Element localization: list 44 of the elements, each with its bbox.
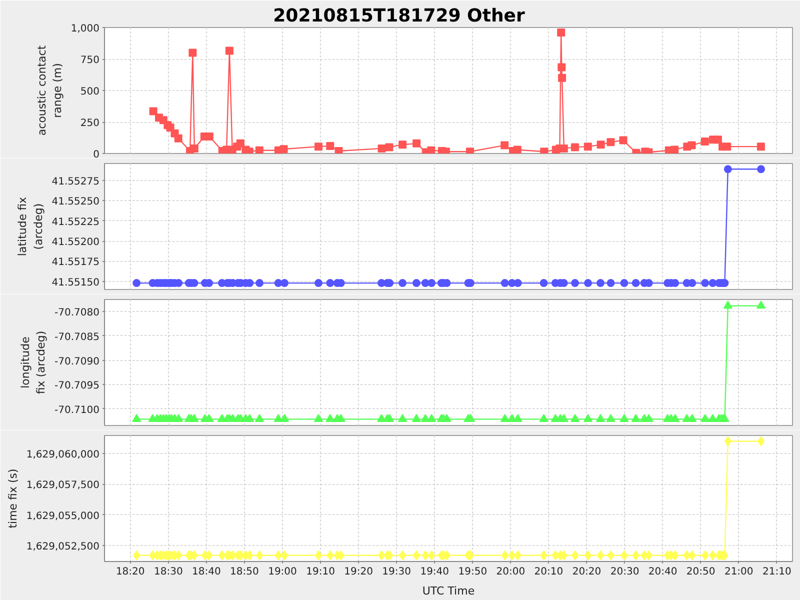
y-tick-label: 41.55150	[52, 277, 100, 288]
x-tick-label: 21:00	[724, 566, 754, 578]
x-tick-label: 19:10	[306, 566, 335, 578]
x-tick-label: 19:50	[458, 566, 488, 578]
y-tick-label: 500	[80, 86, 100, 98]
y-tick-label: 41.55275	[52, 176, 100, 188]
x-axis-title: UTC Time	[422, 584, 475, 598]
x-tick-label: 20:10	[534, 566, 564, 578]
y-axis-title: latitude fix (arcdeg)	[16, 196, 45, 256]
y-tick-label: -70.7095	[54, 380, 100, 392]
x-tick-label: 19:30	[382, 566, 412, 578]
y-tick-label: -70.7085	[54, 332, 100, 343]
y-tick-label: 1,000	[70, 24, 100, 34]
y-tick-label: -70.7080	[54, 308, 100, 319]
y-tick-label: 41.55225	[52, 216, 100, 228]
y-tick-label: 1,629,055,000	[26, 510, 100, 522]
x-tick-label: 21:10	[762, 566, 792, 578]
x-tick-label: 20:50	[686, 566, 716, 578]
x-tick-label: 18:50	[230, 566, 259, 578]
x-tick-label: 18:40	[192, 566, 221, 578]
x-tick-label: 19:40	[420, 566, 450, 578]
y-tick-label: -70.7100	[54, 404, 100, 416]
x-tick-label: 19:20	[344, 566, 373, 578]
x-tick-label: 20:30	[610, 566, 640, 578]
y-tick-label: 1,629,052,500	[26, 542, 100, 553]
y-tick-label: 250	[80, 118, 100, 129]
x-tick-label: 20:40	[648, 566, 678, 578]
x-tick-label: 19:00	[268, 566, 297, 578]
y-tick-label: 0	[93, 150, 100, 160]
y-tick-label: 41.55175	[52, 257, 100, 268]
y-axis-title: time fix (s)	[6, 468, 20, 528]
y-tick-label: -70.7090	[54, 356, 100, 368]
y-axis-title: acoustic contact range (m)	[35, 44, 64, 136]
y-tick-label: 1,629,060,000	[26, 450, 100, 461]
x-tick-label: 18:30	[154, 566, 183, 578]
y-tick-label: 41.55200	[52, 237, 100, 248]
x-tick-label: 20:20	[572, 566, 602, 578]
y-tick-label: 1,629,057,500	[26, 480, 100, 492]
y-axis-title: longitude fix (arcdeg)	[18, 330, 48, 394]
y-tick-label: 750	[80, 55, 100, 66]
y-tick-label: 41.55250	[52, 196, 100, 208]
chart-title: 20210815T181729 Other	[273, 6, 525, 26]
x-tick-label: 20:00	[496, 566, 526, 578]
x-tick-label: 18:20	[116, 566, 145, 578]
